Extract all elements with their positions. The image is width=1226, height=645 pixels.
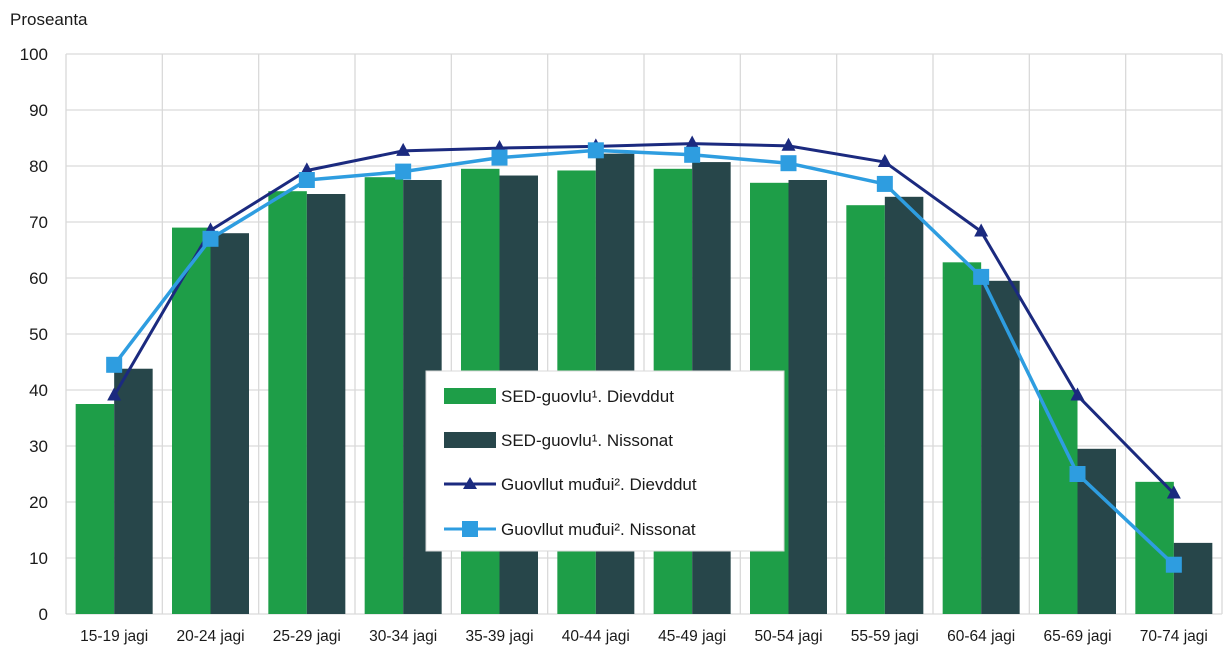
y-tick-label: 100 (20, 45, 48, 64)
line-series (106, 135, 1182, 573)
y-tick-label: 70 (29, 213, 48, 232)
bar-sed-nissonat (210, 233, 249, 614)
point-guovllut-dievddut (107, 387, 122, 401)
x-tick-label: 25-29 jagi (273, 628, 341, 645)
bar-sed-nissonat (1173, 542, 1213, 614)
point-guovllut-dievddut (974, 223, 989, 237)
point-guovllut-nissonat (395, 163, 412, 180)
point-guovllut-nissonat (587, 142, 604, 159)
point-guovllut-dievddut (1166, 485, 1181, 499)
bar-sed-dievddut (942, 262, 982, 614)
y-axis-tick-labels: 0 10 20 30 40 50 60 70 80 90 100 (20, 45, 48, 624)
x-tick-label: 65-69 jagi (1043, 628, 1111, 645)
point-guovllut-nissonat (491, 149, 508, 166)
y-axis-title: Proseanta (10, 10, 88, 29)
bar-sed-dievddut (846, 205, 885, 614)
legend-marker-guovllut-nissonat (462, 521, 478, 537)
bar-sed-nissonat (884, 196, 924, 615)
bar-sed-dievddut (172, 227, 211, 614)
legend-label-guovllut-dievddut: Guovllut muđui². Dievddut (501, 475, 697, 494)
bar-sed-dievddut (268, 191, 307, 614)
x-tick-label: 30-34 jagi (369, 628, 437, 645)
bar-sed-dievddut (75, 404, 115, 614)
point-guovllut-nissonat (780, 155, 797, 172)
y-tick-label: 10 (29, 549, 48, 568)
x-tick-label: 35-39 jagi (465, 628, 533, 645)
y-tick-label: 40 (29, 381, 48, 400)
y-tick-label: 50 (29, 325, 48, 344)
point-guovllut-dievddut (877, 154, 892, 168)
x-tick-label: 20-24 jagi (176, 628, 244, 645)
point-guovllut-nissonat (1165, 556, 1182, 573)
point-guovllut-nissonat (973, 268, 990, 285)
x-tick-label: 55-59 jagi (851, 628, 919, 645)
point-guovllut-nissonat (298, 172, 315, 188)
line-guovllut-dievddut (112, 142, 1175, 495)
bar-sed-nissonat (306, 194, 346, 614)
point-guovllut-dievddut (685, 135, 700, 149)
y-tick-label: 60 (29, 269, 48, 288)
bar-sed-dievddut (364, 177, 404, 614)
y-tick-label: 0 (39, 605, 48, 624)
point-guovllut-nissonat (106, 356, 123, 373)
line-guovllut-nissonat (112, 148, 1176, 566)
x-tick-label: 50-54 jagi (754, 628, 822, 645)
y-tick-label: 80 (29, 157, 48, 176)
y-tick-label: 90 (29, 101, 48, 120)
legend-swatch-sed-nissonat (444, 432, 496, 448)
x-tick-label: 40-44 jagi (562, 628, 630, 645)
point-guovllut-dievddut (396, 142, 411, 156)
legend-label-sed-nissonat: SED-guovlu¹. Nissonat (501, 431, 673, 450)
legend-marker-guovllut-dievddut (463, 477, 477, 489)
point-guovllut-nissonat (876, 175, 893, 192)
point-guovllut-dievddut (781, 137, 796, 151)
x-tick-label: 70-74 jagi (1140, 628, 1208, 645)
point-guovllut-dievddut (1070, 387, 1085, 401)
point-guovllut-nissonat (684, 146, 701, 163)
bar-sed-nissonat (114, 368, 153, 614)
bar-sed-nissonat (981, 280, 1020, 614)
y-tick-label: 20 (29, 493, 48, 512)
x-axis-tick-labels: 15-19 jagi 20-24 jagi 25-29 jagi 30-34 jagi… (80, 628, 1208, 645)
x-tick-label: 45-49 jagi (658, 628, 726, 645)
legend-label-guovllut-nissonat: Guovllut muđui². Nissonat (501, 520, 696, 539)
bar-sed-dievddut (1039, 390, 1078, 614)
point-guovllut-nissonat (1069, 466, 1086, 482)
legend-swatch-sed-dievddut (444, 388, 496, 404)
y-tick-label: 30 (29, 437, 48, 456)
bar-sed-nissonat (788, 180, 827, 614)
legend-label-sed-dievddut: SED-guovlu¹. Dievddut (501, 387, 674, 406)
legend: SED-guovlu¹. Dievddut SED-guovlu¹. Nisson… (425, 370, 785, 552)
x-tick-label: 15-19 jagi (80, 628, 148, 645)
point-guovllut-nissonat (202, 230, 219, 247)
x-tick-label: 60-64 jagi (947, 628, 1015, 645)
